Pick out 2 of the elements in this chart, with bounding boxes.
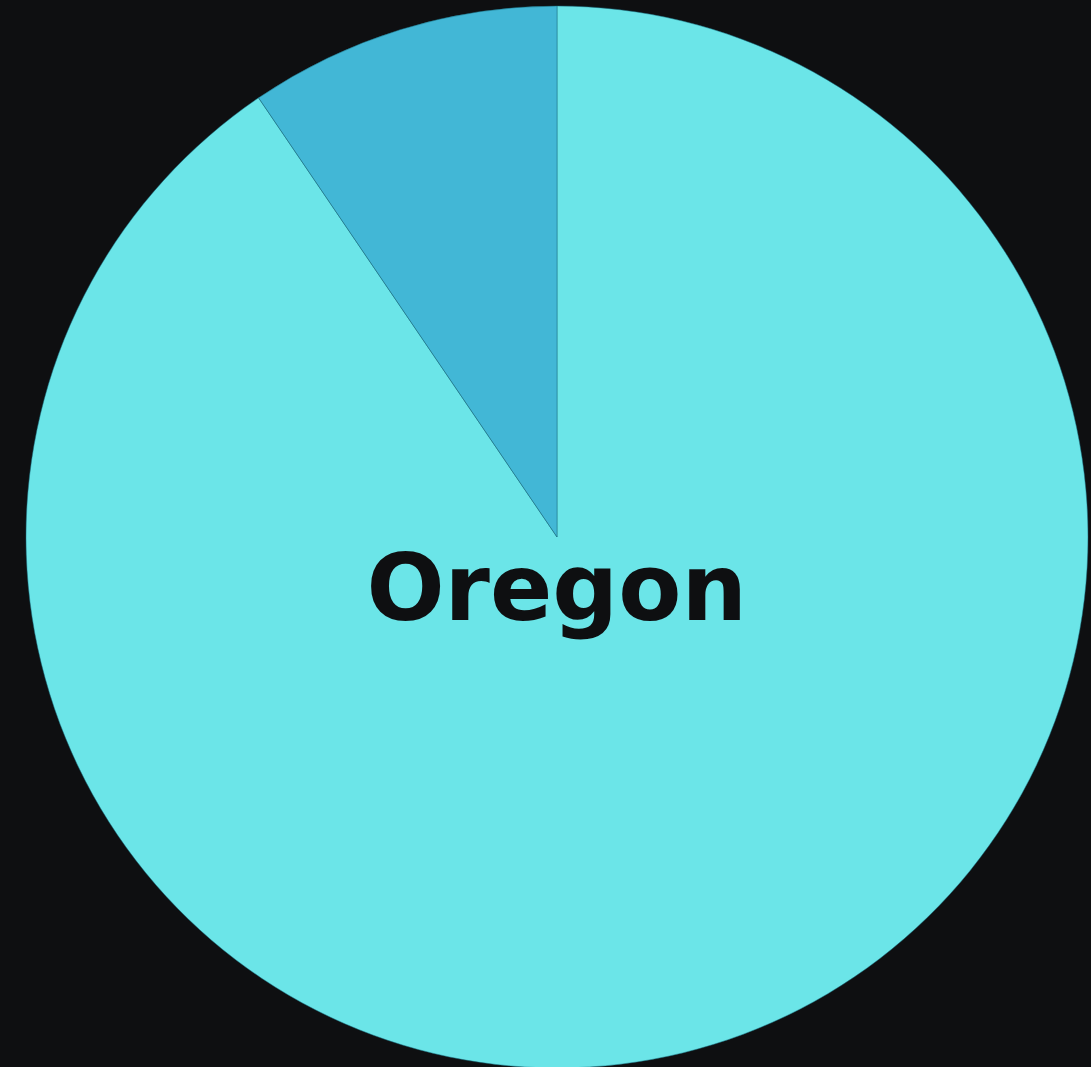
- pie-slice: [26, 5, 1089, 1067]
- slice-label: Oregon: [366, 534, 747, 642]
